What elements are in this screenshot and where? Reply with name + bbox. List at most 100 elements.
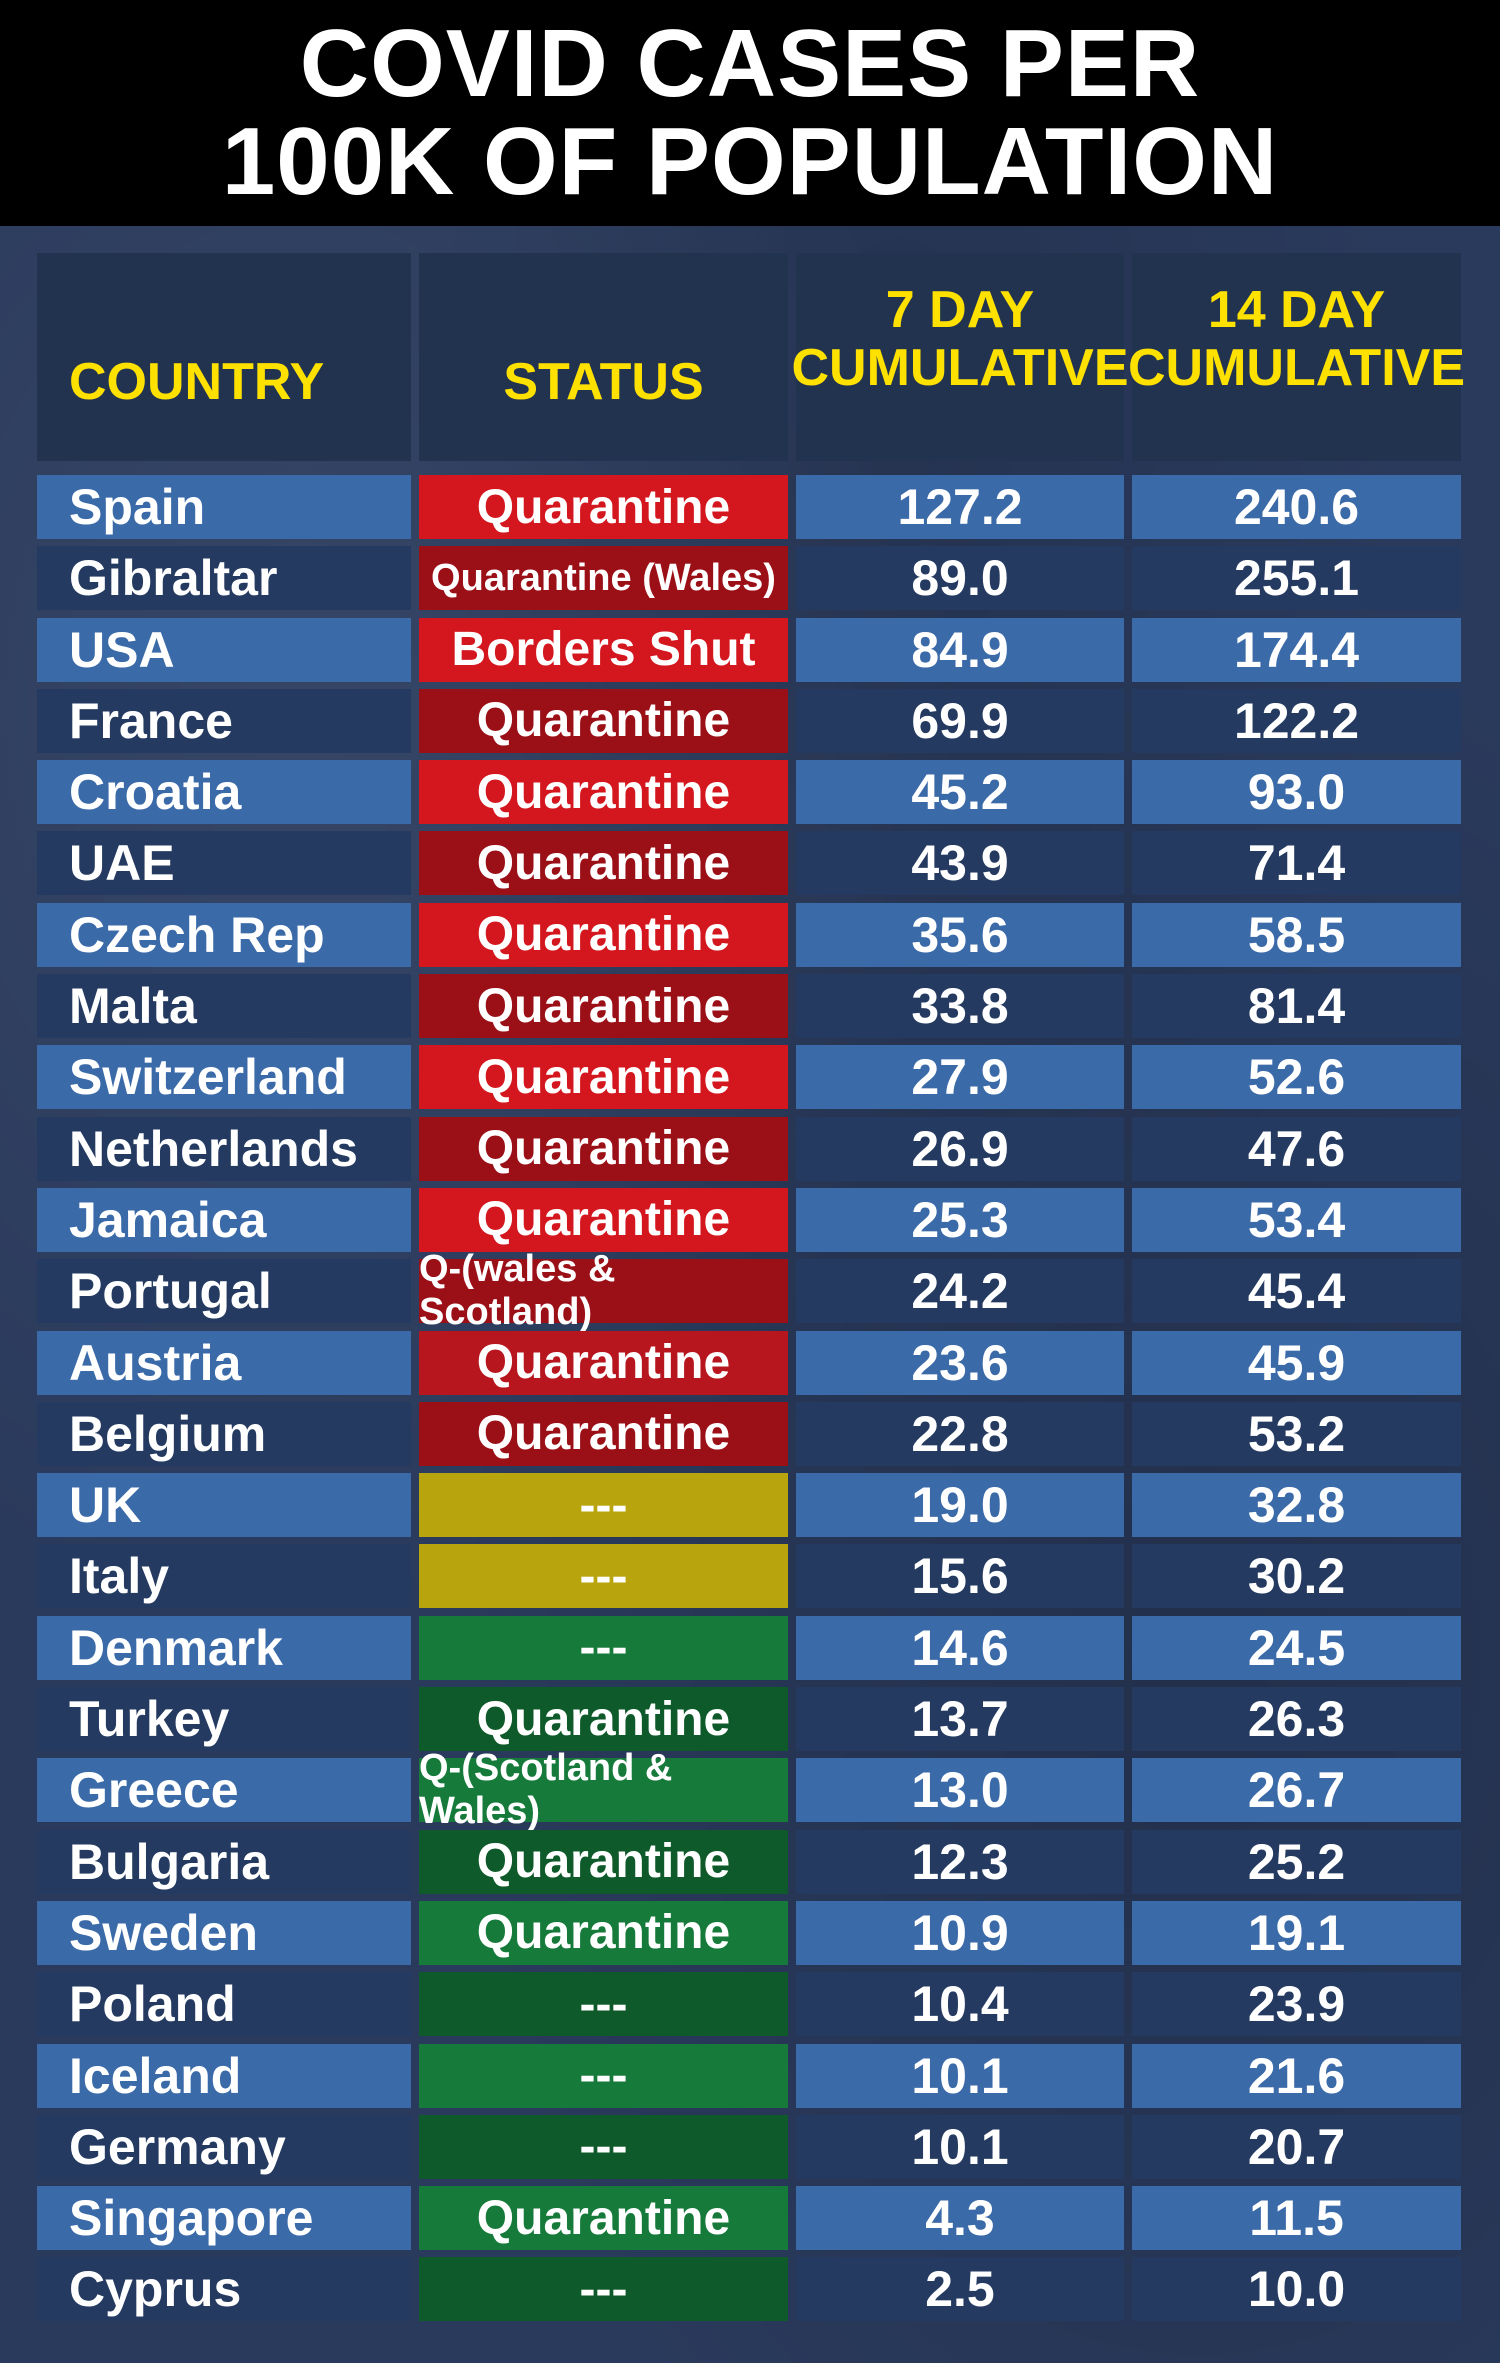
title-line-2: 100K OF POPULATION — [221, 108, 1279, 215]
fourteen-day-cell: 71.4 — [1132, 831, 1461, 896]
country-cell: Malta — [37, 974, 411, 1039]
status-cell: Quarantine — [419, 1900, 788, 1965]
table-row: Sweden Quarantine 10.9 19.1 — [37, 1900, 1469, 1965]
status-cell: --- — [419, 1972, 788, 2037]
fourteen-day-cell: 81.4 — [1132, 974, 1461, 1039]
table-header-row: COUNTRY STATUS 7 DAY CUMULATIVE 14 DAY C… — [37, 253, 1469, 461]
seven-day-cell: 10.1 — [796, 2114, 1124, 2179]
title-banner: COVID CASES PER 100K OF POPULATION — [0, 0, 1500, 226]
seven-day-cell: 25.3 — [796, 1187, 1124, 1252]
header-seven-day: 7 DAY CUMULATIVE — [792, 253, 1129, 461]
table-row: Czech Rep Quarantine 35.6 58.5 — [37, 902, 1469, 967]
fourteen-day-cell: 45.4 — [1132, 1259, 1461, 1324]
fourteen-day-cell: 255.1 — [1132, 546, 1461, 611]
seven-day-cell: 27.9 — [796, 1045, 1124, 1110]
header-status: STATUS — [419, 253, 788, 461]
table-row: Turkey Quarantine 13.7 26.3 — [37, 1687, 1469, 1752]
seven-day-cell: 15.6 — [796, 1544, 1124, 1609]
fourteen-day-cell: 21.6 — [1132, 2043, 1461, 2108]
status-cell: Quarantine — [419, 1829, 788, 1894]
country-cell: Turkey — [37, 1687, 411, 1752]
country-cell: Sweden — [37, 1900, 411, 1965]
fourteen-day-cell: 32.8 — [1132, 1473, 1461, 1538]
header-fourteen-day: 14 DAY CUMULATIVE — [1128, 253, 1465, 461]
table-row: Germany --- 10.1 20.7 — [37, 2114, 1469, 2179]
fourteen-day-cell: 24.5 — [1132, 1615, 1461, 1680]
seven-day-cell: 10.4 — [796, 1972, 1124, 2037]
status-cell: --- — [419, 2114, 788, 2179]
table-row: Jamaica Quarantine 25.3 53.4 — [37, 1187, 1469, 1252]
status-cell: Quarantine — [419, 1116, 788, 1181]
fourteen-day-cell: 20.7 — [1132, 2114, 1461, 2179]
status-cell: Q-(wales & Scotland) — [419, 1248, 788, 1333]
table-row: Belgium Quarantine 22.8 53.2 — [37, 1401, 1469, 1466]
country-cell: Jamaica — [37, 1187, 411, 1252]
country-cell: Cyprus — [37, 2257, 411, 2322]
seven-day-cell: 23.6 — [796, 1330, 1124, 1395]
fourteen-day-cell: 10.0 — [1132, 2257, 1461, 2322]
status-cell: --- — [419, 1615, 788, 1680]
country-cell: Iceland — [37, 2043, 411, 2108]
fourteen-day-cell: 26.7 — [1132, 1758, 1461, 1823]
seven-day-cell: 22.8 — [796, 1401, 1124, 1466]
country-cell: Gibraltar — [37, 546, 411, 611]
fourteen-day-cell: 23.9 — [1132, 1972, 1461, 2037]
header-seven-day-line2: CUMULATIVE — [791, 339, 1129, 397]
status-cell: Borders Shut — [419, 617, 788, 682]
table-row: Iceland --- 10.1 21.6 — [37, 2043, 1469, 2108]
country-cell: Bulgaria — [37, 1829, 411, 1894]
seven-day-cell: 13.7 — [796, 1687, 1124, 1752]
table-row: Italy --- 15.6 30.2 — [37, 1544, 1469, 1609]
country-cell: Italy — [37, 1544, 411, 1609]
header-fourteen-day-line1: 14 DAY — [1207, 281, 1386, 339]
country-cell: Poland — [37, 1972, 411, 2037]
header-country: COUNTRY — [37, 253, 411, 461]
country-cell: UAE — [37, 831, 411, 896]
status-cell: Quarantine — [419, 475, 788, 539]
table-row: Portugal Q-(wales & Scotland) 24.2 45.4 — [37, 1248, 1469, 1333]
title-line-1: COVID CASES PER — [299, 10, 1201, 117]
seven-day-cell: 14.6 — [796, 1615, 1124, 1680]
country-cell: Spain — [37, 475, 411, 539]
header-seven-day-line1: 7 DAY — [885, 281, 1035, 339]
country-cell: USA — [37, 617, 411, 682]
country-cell: Portugal — [37, 1259, 411, 1324]
status-cell: Quarantine — [419, 1045, 788, 1110]
header-fourteen-day-line2: CUMULATIVE — [1128, 339, 1466, 397]
table-row: Denmark --- 14.6 24.5 — [37, 1615, 1469, 1680]
seven-day-cell: 45.2 — [796, 760, 1124, 825]
status-cell: Quarantine — [419, 1187, 788, 1252]
status-cell: Quarantine — [419, 688, 788, 753]
status-cell: Quarantine — [419, 760, 788, 825]
status-cell: Quarantine — [419, 1687, 788, 1752]
country-cell: Germany — [37, 2114, 411, 2179]
country-cell: Czech Rep — [37, 902, 411, 967]
fourteen-day-cell: 93.0 — [1132, 760, 1461, 825]
seven-day-cell: 33.8 — [796, 974, 1124, 1039]
fourteen-day-cell: 58.5 — [1132, 902, 1461, 967]
fourteen-day-cell: 52.6 — [1132, 1045, 1461, 1110]
status-cell: --- — [419, 2043, 788, 2108]
table-row: UK --- 19.0 32.8 — [37, 1473, 1469, 1538]
fourteen-day-cell: 122.2 — [1132, 688, 1461, 753]
seven-day-cell: 89.0 — [796, 546, 1124, 611]
country-cell: Switzerland — [37, 1045, 411, 1110]
table-row: Austria Quarantine 23.6 45.9 — [37, 1330, 1469, 1395]
fourteen-day-cell: 45.9 — [1132, 1330, 1461, 1395]
country-cell: Netherlands — [37, 1116, 411, 1181]
seven-day-cell: 43.9 — [796, 831, 1124, 896]
fourteen-day-cell: 30.2 — [1132, 1544, 1461, 1609]
country-cell: Austria — [37, 1330, 411, 1395]
seven-day-cell: 19.0 — [796, 1473, 1124, 1538]
country-cell: Greece — [37, 1758, 411, 1823]
seven-day-cell: 10.9 — [796, 1900, 1124, 1965]
country-cell: Singapore — [37, 2186, 411, 2251]
status-cell: Q-(Scotland & Wales) — [419, 1747, 788, 1832]
table-row: Gibraltar Quarantine (Wales) 89.0 255.1 — [37, 546, 1469, 611]
seven-day-cell: 127.2 — [796, 475, 1124, 539]
fourteen-day-cell: 53.4 — [1132, 1187, 1461, 1252]
status-cell: Quarantine — [419, 974, 788, 1039]
table-row: Poland --- 10.4 23.9 — [37, 1972, 1469, 2037]
status-cell: --- — [419, 1544, 788, 1609]
seven-day-cell: 12.3 — [796, 1829, 1124, 1894]
